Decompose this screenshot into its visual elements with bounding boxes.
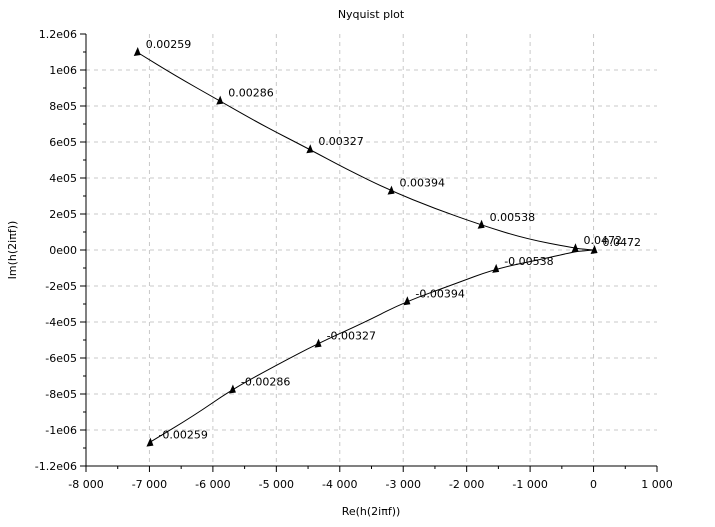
series-layer bbox=[136, 51, 594, 444]
x-tick-label: 1 000 bbox=[641, 478, 673, 491]
y-tick-label: -8e05 bbox=[45, 388, 77, 401]
direction-marker bbox=[306, 144, 314, 154]
marker-layer bbox=[133, 47, 598, 447]
y-tick-label: -1.2e06 bbox=[35, 460, 77, 473]
y-tick-label: -6e05 bbox=[45, 352, 77, 365]
direction-marker bbox=[387, 185, 395, 195]
frequency-label: 0.0472 bbox=[584, 234, 623, 247]
series-line-1 bbox=[136, 51, 594, 251]
frequency-label: 0.00394 bbox=[400, 177, 446, 190]
direction-marker bbox=[133, 47, 141, 56]
frequency-label: 0.00327 bbox=[318, 135, 364, 148]
direction-marker bbox=[314, 338, 322, 348]
y-tick-label: 4e05 bbox=[49, 172, 77, 185]
y-tick-label: 8e05 bbox=[49, 100, 77, 113]
frequency-label: -0.00538 bbox=[504, 255, 553, 268]
x-tick-label: -2 000 bbox=[449, 478, 484, 491]
y-tick-label: 2e05 bbox=[49, 208, 77, 221]
frequency-label: -0.00327 bbox=[327, 330, 376, 343]
direction-marker bbox=[571, 243, 579, 253]
y-tick-label: -2e05 bbox=[45, 280, 77, 293]
direction-marker bbox=[228, 384, 236, 394]
frequency-label: 0.00259 bbox=[146, 38, 192, 51]
x-tick-label: -6 000 bbox=[195, 478, 230, 491]
x-axis-ticks: -8 000 -7 000 -6 000 -5 000 -4 000 -3 000 -2 0… bbox=[68, 466, 673, 491]
x-tick-label: -3 000 bbox=[385, 478, 420, 491]
y-tick-label: 6e05 bbox=[49, 136, 77, 149]
frequency-label: 0.0472 bbox=[603, 236, 642, 249]
frequency-label: -0.00259 bbox=[158, 429, 207, 442]
y-tick-label: 0e00 bbox=[49, 244, 77, 257]
x-tick-label: -1 000 bbox=[512, 478, 547, 491]
direction-marker bbox=[403, 296, 411, 306]
x-tick-label: -7 000 bbox=[132, 478, 167, 491]
y-tick-label: -1e06 bbox=[45, 424, 77, 437]
direction-marker bbox=[146, 437, 154, 447]
y-tick-label: 1.2e06 bbox=[39, 28, 77, 41]
direction-marker bbox=[477, 219, 485, 229]
chart-title: Nyquist plot bbox=[338, 8, 405, 21]
y-axis-ticks: 1.2e06 1e06 8e05 6e05 4e05 2e05 0e00 -2e05 -4e05… bbox=[35, 28, 86, 473]
x-tick-label: 0 bbox=[590, 478, 597, 491]
x-tick-label: -5 000 bbox=[259, 478, 294, 491]
frequency-label: -0.00394 bbox=[415, 287, 464, 300]
frequency-label: 0.00286 bbox=[228, 87, 274, 100]
direction-marker bbox=[216, 95, 224, 105]
axes bbox=[85, 34, 657, 467]
y-tick-label: -4e05 bbox=[45, 316, 77, 329]
x-tick-label: -8 000 bbox=[68, 478, 103, 491]
series-line-2 bbox=[149, 249, 594, 444]
direction-marker bbox=[492, 263, 500, 273]
frequency-label: 0.00538 bbox=[490, 211, 536, 224]
y-axis-title: Im(h(2iπf)) bbox=[6, 221, 19, 280]
x-axis-title: Re(h(2iπf)) bbox=[342, 505, 401, 518]
frequency-label: -0.00286 bbox=[241, 376, 290, 389]
point-label-layer: 0.00259 0.00286 0.00327 0.00394 0.00538 0.047… bbox=[146, 38, 641, 442]
y-tick-label: 1e06 bbox=[49, 64, 77, 77]
grid bbox=[86, 34, 657, 466]
x-tick-label: -4 000 bbox=[322, 478, 357, 491]
direction-marker bbox=[590, 245, 598, 254]
